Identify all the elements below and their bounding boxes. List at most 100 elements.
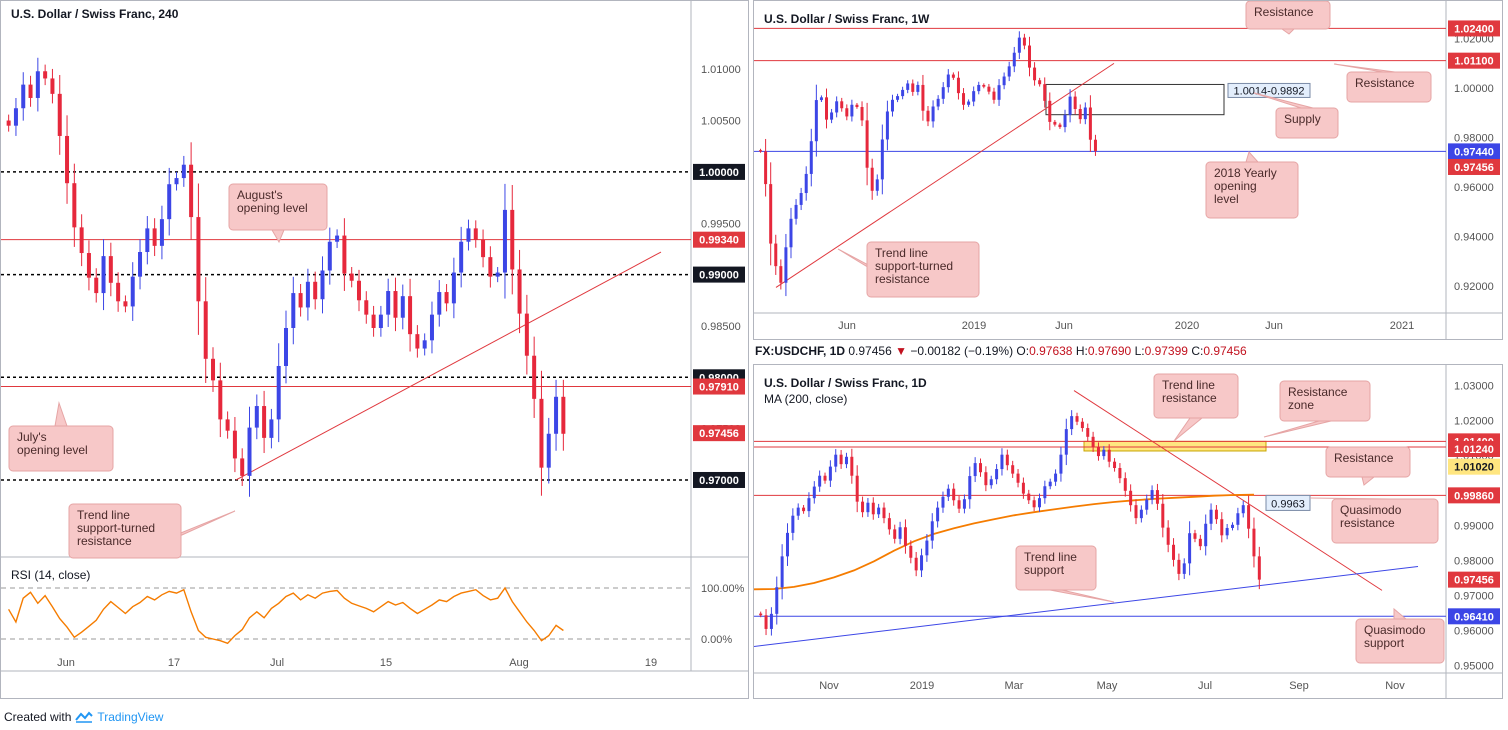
daily-price-tag: 0.99860 [1454,490,1494,502]
daily-candle [979,463,983,473]
daily-candle [1193,533,1197,539]
daily-trendline-resistance-annotation-box [1153,373,1239,419]
daily-candle [1134,505,1138,519]
h4-candle [276,365,281,420]
h4-candle [167,184,172,220]
weekly-candle [1027,45,1031,68]
h4-chart-svg[interactable]: U.S. Dollar / Swiss Franc, 240 1.01000 1.0… [1,1,748,698]
daily-resistance-zone-annotation-pointer [1263,420,1332,438]
h4-candle [218,380,223,420]
weekly-candle [1068,96,1072,115]
weekly-price-tag-bg [1448,52,1500,69]
daily-price-tag-bg [1448,440,1500,457]
weekly-candle [1007,66,1011,77]
daily-resistance-zone-annotation: Resistance zone [1288,385,1348,412]
h4-candle [305,281,310,308]
low-label: L: [1134,344,1145,358]
h4-trendline-annotation-box [68,503,182,559]
daily-price-tag-bg [1448,571,1500,588]
weekly-candle [759,150,763,152]
high-label: H: [1075,344,1088,358]
h4-candle [232,430,237,459]
daily-candle [802,507,806,512]
close-label: C: [1191,344,1204,358]
weekly-price-tag-bg [1448,143,1500,160]
h4-candle [524,313,529,356]
h4-chart-title: U.S. Dollar / Swiss Franc, 240 [11,7,179,21]
tradingview-brand[interactable]: TradingView [97,710,164,724]
h4-chart-panel[interactable]: U.S. Dollar / Swiss Franc, 240 1.01000 1.0… [0,0,749,699]
weekly-price-tag-bg [1448,158,1500,175]
h4-candle [444,292,449,304]
daily-candle [1247,505,1251,529]
weekly-resistance-annotation-top-box [1245,1,1331,30]
h4-price-tag-bg [693,231,745,248]
weekly-candle [784,247,788,283]
h4-candle [335,235,340,242]
daily-quasimodo-support-annotation: Quasimodo support [1364,623,1426,650]
weekly-candle [1017,37,1021,53]
weekly-yearly-open-annotation-box [1205,161,1299,219]
weekly-resistance-annotation-pointer [1333,63,1396,73]
weekly-candle [951,74,955,78]
daily-chart-panel[interactable]: U.S. Dollar / Swiss Franc, 1D MA (200, cl… [753,364,1503,699]
daily-candle [823,475,827,481]
daily-candle [785,532,789,557]
daily-candle [925,540,929,556]
symbol-name[interactable]: FX:USDCHF, 1D [755,344,846,358]
price-change: −0.00182 (−0.19%) [910,344,1014,358]
daily-candle [1123,478,1127,491]
h4-candle [349,273,354,281]
h4-candle [356,280,361,301]
daily-price-tag-bg [1448,487,1500,504]
daily-candle [1113,461,1117,469]
weekly-chart-svg[interactable]: U.S. Dollar / Swiss Franc, 1W1.020001.00… [754,1,1502,339]
h4-y-tick-label: 1.00500 [701,116,741,128]
h4-candle [400,296,405,318]
daily-chart-svg[interactable]: U.S. Dollar / Swiss Franc, 1D MA (200, cl… [754,365,1502,698]
weekly-candle [956,77,960,94]
weekly-x-tick-label: 2019 [962,320,986,332]
close-value: 0.97456 [1203,344,1247,358]
daily-candle [1182,563,1186,574]
h4-y-tick-label: 1.01000 [701,64,741,76]
daily-x-tick-label: Sep [1289,680,1309,692]
h4-candle [247,427,252,476]
weekly-candle [1022,37,1026,46]
daily-x-tick-label: May [1097,680,1118,692]
weekly-x-tick-label: 2021 [1390,320,1414,332]
h4-candle [65,135,70,184]
daily-candle [973,463,977,477]
daily-candle [780,556,784,588]
daily-candle [775,587,779,614]
daily-trend-line-resistance [1073,390,1383,591]
weekly-chart-panel[interactable]: U.S. Dollar / Swiss Franc, 1W 1.02000 1.00… [753,0,1503,340]
weekly-candle [972,91,976,102]
daily-y-tick-label: 0.95000 [1454,661,1494,673]
h4-x-tick-label: Aug [509,657,529,669]
daily-x-tick-label: Jul [1198,680,1212,692]
weekly-resistance-annotation: Resistance [1355,76,1415,90]
daily-resistance-annotation: Resistance [1334,451,1394,465]
weekly-supply-zone [1045,83,1225,116]
daily-candle [920,555,924,571]
daily-candle [861,501,865,513]
weekly-candle [814,100,818,142]
h4-candle [116,282,121,302]
h4-candle [43,71,48,79]
weekly-price-tag: 1.01100 [1454,56,1493,68]
weekly-candle [906,83,910,90]
daily-candle [818,475,822,487]
daily-chart-title: U.S. Dollar / Swiss Franc, 1D [764,376,927,390]
weekly-x-tick-label: Jun [1055,320,1073,332]
daily-candle [1037,498,1041,508]
weekly-resistance-annotation-top-pointer [1280,28,1296,35]
h4-candle [554,396,559,434]
h4-candle [35,71,40,98]
h4-candle [459,241,464,273]
h4-candle [408,296,413,335]
h4-candle [225,419,230,431]
h4-candle [422,340,427,349]
h4-candle [371,314,376,328]
daily-qm-tag-bg [1265,494,1311,511]
